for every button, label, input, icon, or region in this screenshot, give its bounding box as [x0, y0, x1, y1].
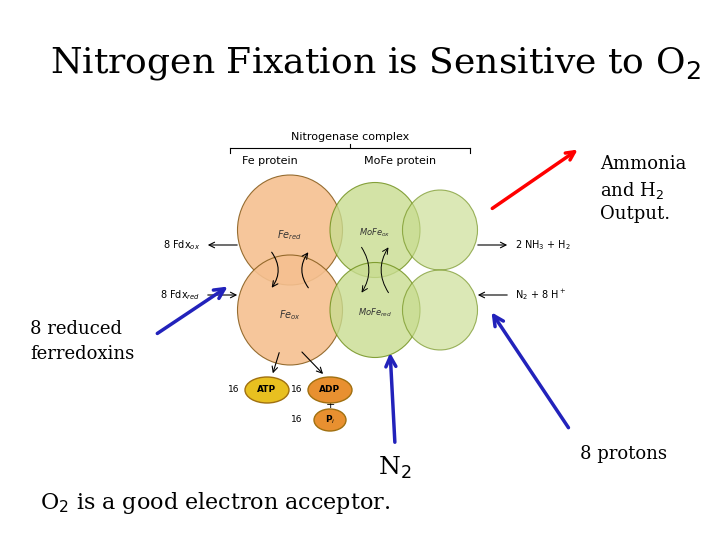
Ellipse shape	[330, 262, 420, 357]
Text: 16: 16	[290, 386, 302, 395]
Text: 8 Fdx$_{ox}$: 8 Fdx$_{ox}$	[163, 238, 200, 252]
Ellipse shape	[238, 255, 343, 365]
Text: 8 protons: 8 protons	[580, 445, 667, 463]
Text: MoFe$_{ox}$: MoFe$_{ox}$	[359, 227, 391, 239]
Text: N$_2$ + 8 H$^+$: N$_2$ + 8 H$^+$	[515, 287, 567, 302]
Ellipse shape	[238, 175, 343, 285]
Text: Fe protein: Fe protein	[242, 156, 298, 166]
Ellipse shape	[402, 270, 477, 350]
Text: Fe$_{ox}$: Fe$_{ox}$	[279, 308, 301, 322]
Text: Fe$_{red}$: Fe$_{red}$	[277, 228, 302, 242]
Text: Nitrogen Fixation is Sensitive to O$_2$: Nitrogen Fixation is Sensitive to O$_2$	[50, 45, 701, 82]
Text: 2 NH$_3$ + H$_2$: 2 NH$_3$ + H$_2$	[515, 238, 571, 252]
Text: N$_2$: N$_2$	[378, 455, 412, 481]
Ellipse shape	[314, 409, 346, 431]
Text: ATP: ATP	[258, 386, 276, 395]
Text: and H$_2$: and H$_2$	[600, 180, 664, 201]
Text: Output.: Output.	[600, 205, 670, 223]
Text: 8 reduced: 8 reduced	[30, 320, 122, 338]
Text: Ammonia: Ammonia	[600, 155, 686, 173]
Text: ferredoxins: ferredoxins	[30, 345, 134, 363]
Text: Nitrogenase complex: Nitrogenase complex	[291, 132, 409, 142]
Text: ADP: ADP	[320, 386, 341, 395]
Text: 8 Fdx$_{red}$: 8 Fdx$_{red}$	[160, 288, 200, 302]
Text: +: +	[325, 400, 335, 410]
Text: P$_i$: P$_i$	[325, 414, 336, 426]
Text: O$_2$ is a good electron acceptor.: O$_2$ is a good electron acceptor.	[40, 490, 390, 516]
Ellipse shape	[330, 183, 420, 278]
Text: MoFe protein: MoFe protein	[364, 156, 436, 166]
Ellipse shape	[245, 377, 289, 403]
Text: 16: 16	[290, 415, 302, 424]
Text: 16: 16	[228, 386, 239, 395]
Ellipse shape	[308, 377, 352, 403]
Ellipse shape	[402, 190, 477, 270]
Text: MoFe$_{red}$: MoFe$_{red}$	[358, 307, 392, 319]
